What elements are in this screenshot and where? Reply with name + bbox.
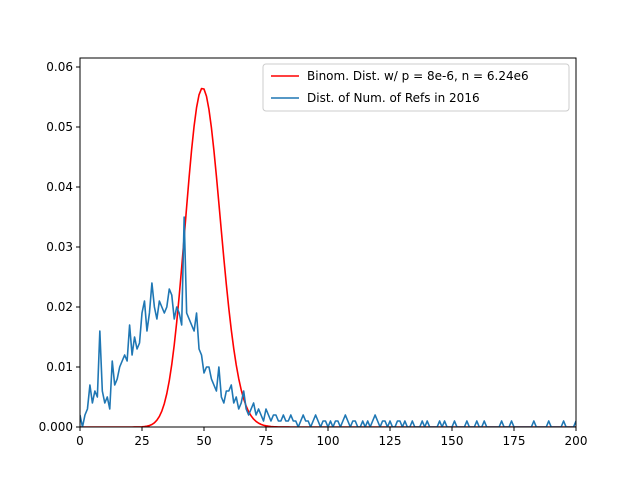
series-line-binomial [80,87,576,427]
x-tick-label: 25 [134,434,149,448]
legend: Binom. Dist. w/ p = 8e-6, n = 6.24e6 Dist… [262,63,570,112]
x-tick-label: 50 [196,434,211,448]
plot-area [80,87,576,427]
y-tick-label: 0.03 [46,240,73,254]
y-tick-label: 0.000 [39,420,73,434]
series-line-refs-2016 [80,216,576,427]
y-tick-label: 0.04 [46,180,73,194]
x-tick-label: 200 [565,434,588,448]
x-tick-label: 100 [317,434,340,448]
y-tick-label: 0.01 [46,360,73,374]
axes-layer: 0 25 50 75 100 125 150 175 200 0.000 0.01 0.02 0.03 0… [39,57,588,448]
legend-box [262,63,570,112]
legend-label: Dist. of Num. of Refs in 2016 [307,91,480,105]
y-tick-label: 0.06 [46,60,73,74]
x-tick-label: 75 [258,434,273,448]
y-tick-label: 0.02 [46,300,73,314]
x-tick-label: 150 [441,434,464,448]
legend-label: Binom. Dist. w/ p = 8e-6, n = 6.24e6 [307,69,529,83]
y-tick-label: 0.05 [46,120,73,134]
x-tick-label: 0 [76,434,84,448]
x-tick-label: 175 [503,434,526,448]
x-tick-label: 125 [379,434,402,448]
